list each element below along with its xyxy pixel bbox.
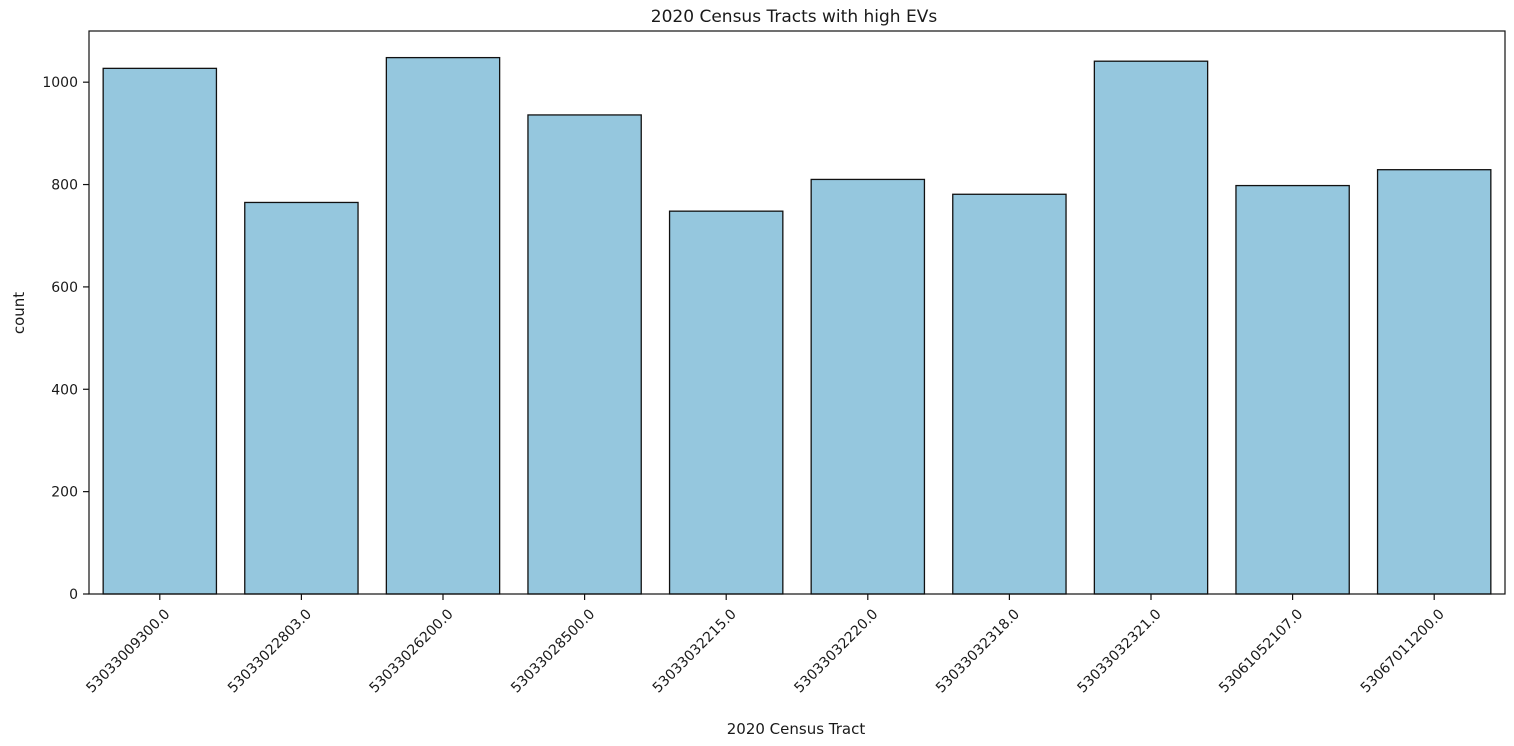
plot-area-frame bbox=[88, 30, 1506, 595]
y-tick-label: 400 bbox=[51, 382, 78, 398]
x-tick-label: 53033032215.0 bbox=[650, 606, 740, 696]
x-tick-label: 53033022803.0 bbox=[225, 606, 315, 696]
bar-53033026200.0 bbox=[385, 56, 501, 595]
bar-53033028500.0 bbox=[527, 114, 642, 595]
y-tick-label: 200 bbox=[51, 485, 78, 501]
bar-53033032318.0 bbox=[952, 193, 1067, 595]
bar-53061052107.0 bbox=[1235, 184, 1350, 595]
bars-group bbox=[102, 56, 1492, 595]
bar-53067011200.0 bbox=[1376, 169, 1492, 595]
x-tick-label: 53061052107.0 bbox=[1216, 606, 1306, 696]
y-tick-label: 0 bbox=[69, 587, 78, 603]
x-tick-label: 53033028500.0 bbox=[508, 606, 598, 696]
y-axis-ticks: 0 200 400 600 800 1000 bbox=[42, 75, 89, 603]
bar-53033022803.0 bbox=[244, 201, 359, 595]
x-axis-ticks: 53033009300.0 53033022803.0 53033026200.0 5… bbox=[83, 594, 1448, 696]
x-tick-label: 53033009300.0 bbox=[83, 606, 173, 696]
x-axis-label: 2020 Census Tract bbox=[727, 720, 866, 738]
x-tick-label: 53033032220.0 bbox=[791, 606, 881, 696]
bar-53033009300.0 bbox=[102, 67, 218, 595]
x-tick-label: 53033032321.0 bbox=[1075, 606, 1165, 696]
x-tick-label: 53067011200.0 bbox=[1358, 606, 1448, 696]
y-tick-label: 1000 bbox=[42, 75, 78, 91]
bar-53033032220.0 bbox=[810, 178, 926, 595]
bar-53033032321.0 bbox=[1093, 60, 1209, 595]
x-tick-label: 53033026200.0 bbox=[367, 606, 457, 696]
bar-53033032215.0 bbox=[668, 210, 784, 595]
chart-title: 2020 Census Tracts with high EVs bbox=[651, 7, 938, 27]
y-tick-label: 800 bbox=[51, 178, 78, 194]
x-tick-label: 53033032318.0 bbox=[933, 606, 1023, 696]
y-tick-label: 600 bbox=[51, 280, 78, 296]
y-axis-label: count bbox=[10, 292, 28, 334]
